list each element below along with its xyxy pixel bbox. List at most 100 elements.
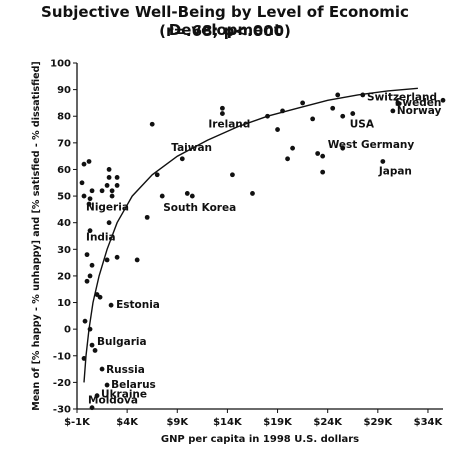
point-label: India <box>86 232 116 244</box>
data-point <box>290 145 295 151</box>
x-tick-label: $34K <box>414 417 444 428</box>
data-point <box>300 100 306 106</box>
data-point <box>144 214 150 220</box>
data-point <box>81 193 87 199</box>
trend-curve <box>83 87 418 383</box>
data-point <box>109 188 115 194</box>
data-point <box>84 252 90 258</box>
point-label: Japan <box>378 165 412 177</box>
point-label: West Germany <box>328 139 415 151</box>
trend-curve-group <box>83 87 418 383</box>
x-tick-label: $29K <box>364 417 394 428</box>
y-tick-label: 90 <box>57 85 71 96</box>
data-point <box>380 159 386 164</box>
y-tick: 60 <box>57 165 77 176</box>
data-point <box>390 108 396 114</box>
x-tick-label: $24K <box>313 417 343 428</box>
data-point <box>84 278 90 284</box>
y-tick: -10 <box>53 351 77 362</box>
data-point <box>104 382 110 388</box>
data-point <box>104 183 110 188</box>
y-tick: 40 <box>57 218 77 229</box>
data-point <box>320 153 326 159</box>
chart-title: Subjective Well-Being by Level of Econom… <box>41 3 409 39</box>
data-point <box>89 342 95 348</box>
point-label: Nigeria <box>86 202 129 214</box>
data-point <box>86 159 92 164</box>
x-tick: $34K <box>414 409 444 428</box>
y-tick-label: 10 <box>57 298 71 309</box>
y-axis-label: Mean of [% happy - % unhappy] and [% sat… <box>31 61 42 411</box>
data-point <box>104 257 110 263</box>
data-point <box>97 294 103 300</box>
data-point <box>440 97 446 103</box>
y-tick: 80 <box>57 112 77 123</box>
data-point <box>114 175 120 180</box>
y-tick: 50 <box>57 192 77 203</box>
point-label: Russia <box>106 364 145 376</box>
data-point <box>360 92 366 98</box>
x-tick: $4K <box>116 409 139 428</box>
data-point <box>335 92 341 98</box>
x-tick-label: $-1K <box>64 417 91 428</box>
x-tick: $24K <box>313 409 343 428</box>
y-tick-label: 20 <box>57 271 71 282</box>
data-point <box>106 167 112 172</box>
data-point <box>275 127 280 132</box>
data-point <box>219 105 225 111</box>
point-label: Norway <box>397 105 442 117</box>
data-point <box>340 113 346 119</box>
y-tick: 30 <box>57 245 77 256</box>
x-tick-label: $14K <box>213 417 243 428</box>
y-tick: -20 <box>53 378 77 389</box>
data-point <box>87 326 93 332</box>
chart-subtitle: (r=.68; p<.000) <box>159 22 291 40</box>
points-group <box>79 92 446 411</box>
data-point <box>89 188 95 194</box>
y-tick-label: 50 <box>57 192 71 203</box>
data-point <box>109 193 115 199</box>
point-label: USA <box>350 119 375 131</box>
data-point <box>265 113 270 119</box>
x-tick: $14K <box>213 409 243 428</box>
x-tick: $19K <box>263 409 293 428</box>
y-tick-label: 30 <box>57 245 71 256</box>
y-tick-label: 70 <box>57 138 71 149</box>
y-tick-label: 100 <box>50 59 71 70</box>
data-point <box>79 180 85 186</box>
data-point <box>154 172 160 178</box>
x-tick-label: $4K <box>116 417 139 428</box>
point-label: Switzerland <box>367 91 437 103</box>
data-point <box>89 405 95 411</box>
data-point <box>285 156 290 162</box>
y-tick-label: 40 <box>57 218 71 229</box>
axes-group: -30 -20 -10 0 10 20 30 40 50 60 70 80 90 100 $-1K $4K $9… <box>50 59 443 429</box>
data-point <box>89 262 95 268</box>
y-tick-label: -30 <box>53 405 71 416</box>
point-label: Estonia <box>116 299 160 311</box>
data-point <box>250 191 255 196</box>
data-point <box>108 302 114 308</box>
data-point <box>114 254 120 260</box>
data-point <box>350 111 356 116</box>
data-point <box>330 105 336 111</box>
x-tick: $29K <box>364 409 394 428</box>
y-tick: 90 <box>57 85 77 96</box>
data-point <box>87 228 93 234</box>
y-tick: 0 <box>64 325 77 336</box>
data-point <box>92 348 98 353</box>
data-point <box>106 175 112 180</box>
x-axis-label: GNP per capita in 1998 U.S. dollars <box>161 434 359 445</box>
data-point <box>149 121 155 127</box>
data-point <box>99 366 105 372</box>
data-point <box>280 108 285 114</box>
data-point <box>219 111 225 116</box>
y-tick-label: -20 <box>53 378 71 389</box>
data-point <box>189 193 195 199</box>
y-tick-label: 80 <box>57 112 71 123</box>
data-point <box>184 191 190 196</box>
y-tick: 10 <box>57 298 77 309</box>
x-tick: $9K <box>166 409 189 428</box>
